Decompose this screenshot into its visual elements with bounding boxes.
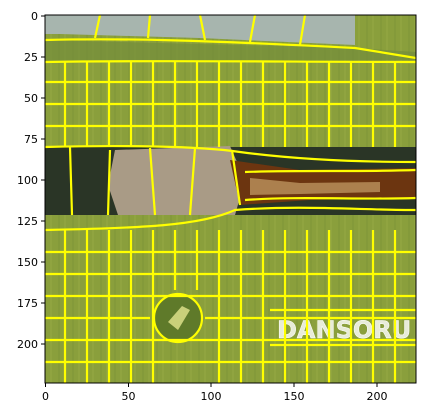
y-tick-label: 75 bbox=[24, 133, 38, 146]
y-tick-label: 0 bbox=[31, 10, 38, 23]
x-tick-label: 150 bbox=[284, 390, 305, 403]
hand-region bbox=[108, 146, 245, 215]
y-axis: 0 25 50 75 100 125 150 175 200 bbox=[17, 10, 45, 351]
y-tick-label: 50 bbox=[24, 92, 38, 105]
y-tick-label: 100 bbox=[17, 174, 38, 187]
x-tick-label: 100 bbox=[201, 390, 222, 403]
y-tick-label: 200 bbox=[17, 338, 38, 351]
y-tick-label: 175 bbox=[17, 297, 38, 310]
image-area: DANSORU bbox=[45, 15, 416, 383]
x-tick-label: 0 bbox=[42, 390, 49, 403]
x-axis: 0 50 100 150 200 bbox=[42, 383, 388, 403]
x-tick-label: 50 bbox=[122, 390, 136, 403]
y-tick-label: 150 bbox=[17, 256, 38, 269]
y-tick-label: 25 bbox=[24, 51, 38, 64]
y-tick-label: 125 bbox=[17, 215, 38, 228]
x-tick-label: 200 bbox=[367, 390, 388, 403]
